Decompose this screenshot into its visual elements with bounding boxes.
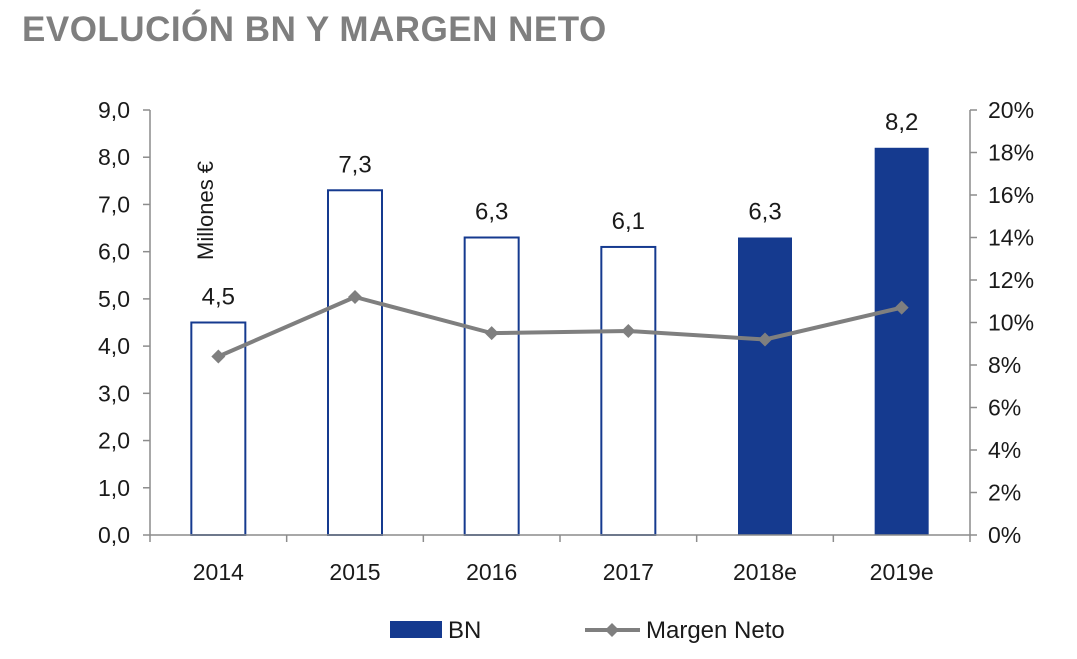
- y-left-tick-label: 2,0: [98, 428, 130, 454]
- y-right-tick-label: 20%: [988, 97, 1034, 123]
- bar-2018e: [738, 237, 792, 535]
- labels-layer: 4,5 7,3 6,3 6,1 6,3 8,2: [202, 109, 919, 311]
- margin-point-2017: [621, 324, 636, 338]
- x-tick-label: 2018e: [733, 559, 797, 585]
- bar-value-label: 6,1: [612, 208, 645, 235]
- bar-value-label: 6,3: [748, 199, 781, 226]
- y-left-tick-label: 1,0: [98, 475, 130, 501]
- x-tick-label: 2015: [329, 559, 380, 585]
- y-left-tick-label: 6,0: [98, 239, 130, 265]
- margin-point-2015: [348, 290, 362, 304]
- x-tick-label: 2019e: [870, 559, 934, 585]
- legend: BN Margen Neto: [390, 617, 785, 644]
- margin-line-layer: [211, 290, 909, 364]
- margin-point-2018e: [758, 332, 772, 347]
- y-right-tick-label: 6%: [988, 395, 1021, 421]
- legend-diamond-marker: [605, 623, 619, 637]
- legend-bn-label: BN: [448, 617, 481, 644]
- axes-layer: 0,0 1,0 2,0 3,0 4,0 5,0 6,0 7,0 8,0 9,0 0% 2% 4% 6% 8%…: [98, 97, 1034, 585]
- x-tick-label: 2014: [193, 559, 244, 585]
- y-right-tick-label: 10%: [988, 310, 1034, 336]
- bar-2019e: [874, 147, 929, 535]
- bar-value-label: 7,3: [338, 151, 371, 178]
- y-left-tick-label: 0,0: [98, 522, 130, 548]
- y-right-tick-label: 18%: [988, 140, 1034, 166]
- y-left-tick-label: 9,0: [98, 97, 130, 123]
- y-right-tick-label: 16%: [988, 182, 1034, 208]
- chart-title: EVOLUCIÓN BN Y MARGEN NETO: [22, 10, 607, 49]
- y-left-tick-label: 3,0: [98, 380, 130, 406]
- legend-margin-label: Margen Neto: [646, 617, 785, 644]
- bar-value-label: 6,3: [475, 199, 508, 226]
- margin-line: [217, 295, 903, 359]
- y-right-tick-label: 12%: [988, 267, 1034, 293]
- bar-2015: [327, 189, 383, 536]
- legend-bn-swatch: [390, 621, 442, 638]
- y-axis-title: Millones €: [193, 161, 218, 260]
- y-left-tick-label: 5,0: [98, 286, 130, 312]
- y-right-tick-label: 0%: [988, 522, 1021, 548]
- y-right-tick-label: 8%: [988, 352, 1021, 378]
- x-tick-label: 2016: [466, 559, 517, 585]
- y-left-tick-label: 7,0: [98, 191, 130, 217]
- y-right-tick-label: 4%: [988, 437, 1021, 463]
- y-left-tick-label: 8,0: [98, 144, 130, 170]
- bar-2016: [463, 236, 520, 536]
- margin-point-2016: [484, 326, 499, 341]
- x-tick-label: 2017: [603, 559, 654, 585]
- bars-layer: [190, 147, 929, 536]
- bar-2017: [600, 245, 657, 536]
- margin-point-2019e: [894, 300, 909, 315]
- bar-value-label: 4,5: [202, 284, 235, 311]
- y-right-tick-label: 2%: [988, 480, 1021, 506]
- margin-point-2014: [211, 349, 226, 364]
- y-left-tick-label: 4,0: [98, 333, 130, 359]
- y-right-tick-label: 14%: [988, 225, 1034, 251]
- bar-value-label: 8,2: [885, 109, 918, 136]
